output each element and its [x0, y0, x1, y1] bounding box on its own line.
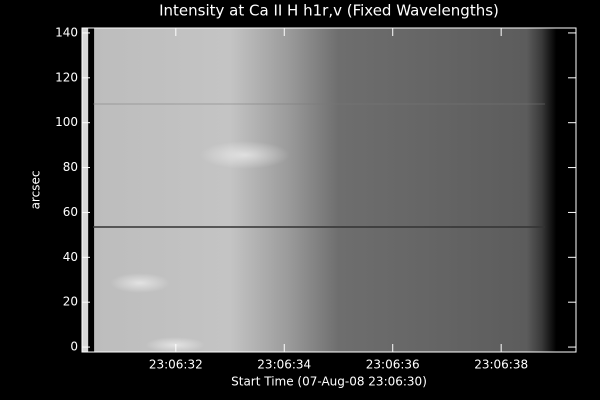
image: [82, 28, 576, 353]
y-tick-label: 80: [63, 160, 78, 174]
x-tick-label: 23:06:32: [149, 358, 203, 372]
bright-patch: [200, 141, 290, 169]
x-tick-label: 23:06:36: [366, 358, 420, 372]
y-tick-label: 60: [63, 205, 78, 219]
image-background: [82, 28, 576, 352]
plot-frame: [81, 27, 577, 353]
bright-patch: [145, 337, 205, 353]
y-tick-label: 120: [55, 70, 78, 84]
x-tick-label: 23:06:38: [474, 358, 528, 372]
y-tick-label: 40: [63, 250, 78, 264]
y-tick-label: 20: [63, 295, 78, 309]
x-tick-label: 23:06:34: [257, 358, 311, 372]
y-tick-label: 140: [55, 25, 78, 39]
y-axis-label: arcsec: [29, 171, 43, 210]
y-tick-label: 0: [70, 340, 78, 354]
x-axis-label: Start Time (07-Aug-08 23:06:30): [231, 375, 427, 389]
bright-patch: [110, 273, 170, 293]
chart-title: Intensity at Ca II H h1r,v (Fixed Wavele…: [159, 2, 499, 20]
y-tick-label: 100: [55, 115, 78, 129]
